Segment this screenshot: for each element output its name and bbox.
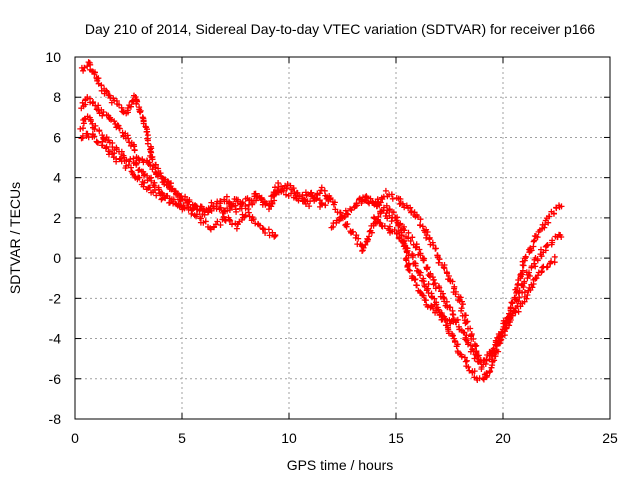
series-satellite-track-7 (370, 214, 565, 383)
y-tick-label: -6 (49, 371, 62, 387)
x-tick-label: 5 (178, 430, 186, 446)
x-tick-label: 15 (388, 430, 404, 446)
plus-markers (351, 193, 558, 372)
y-tick-label: 2 (53, 210, 61, 226)
chart-title: Day 210 of 2014, Sidereal Day-to-day VTE… (85, 21, 595, 37)
y-axis-label: SDTVAR / TECUs (7, 182, 23, 294)
x-tick-label: 0 (71, 430, 79, 446)
series-satellite-track-3 (77, 113, 279, 240)
plus-markers (370, 214, 565, 383)
y-tick-label: 10 (45, 49, 61, 65)
plus-markers (77, 113, 279, 240)
x-tick-label: 20 (495, 430, 511, 446)
plus-markers (393, 195, 565, 368)
y-tick-label: 4 (53, 170, 61, 186)
y-tick-label: 6 (53, 129, 61, 145)
x-axis-label: GPS time / hours (287, 457, 394, 473)
y-tick-label: -2 (49, 290, 62, 306)
x-tick-label: 10 (281, 430, 297, 446)
series-satellite-track-4 (78, 130, 182, 209)
plus-markers (78, 130, 182, 209)
grid-lines (75, 57, 610, 419)
y-tick-label: 8 (53, 89, 61, 105)
y-tick-label: -4 (49, 331, 62, 347)
series-satellite-track-8 (393, 195, 565, 368)
axis-ticks: 0 5 10 15 20 25 -8 -6 -4 -2 0 2 4 6 8 10 (45, 49, 618, 446)
plot-frame (74, 56, 611, 420)
y-tick-label: -8 (49, 411, 62, 427)
x-tick-label: 25 (602, 430, 618, 446)
data-points (77, 59, 565, 383)
y-tick-label: 0 (53, 250, 61, 266)
series-satellite-track-6 (351, 193, 558, 372)
